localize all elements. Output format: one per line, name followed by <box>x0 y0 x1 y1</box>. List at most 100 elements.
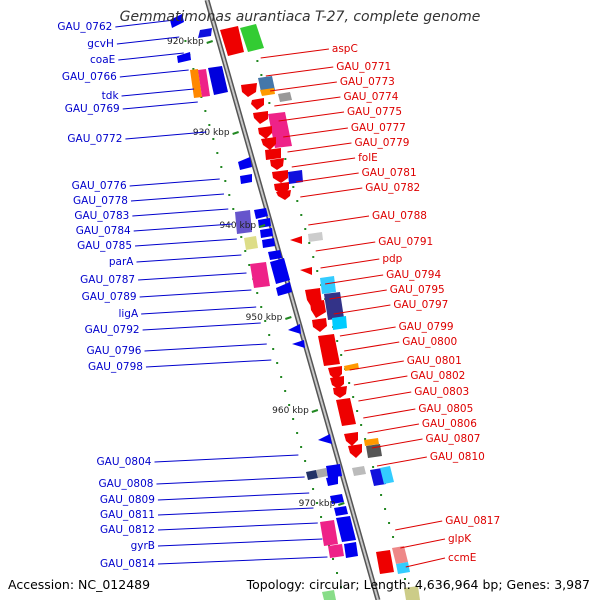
track-dot <box>184 40 187 42</box>
accession-text: Accession: NC_012489 <box>8 577 151 592</box>
track-dot <box>340 354 343 356</box>
gene-arrow-blue <box>177 52 191 63</box>
right-gene-labels: aspC GAU_0771 GAU_0773 GAU_0774 GAU_0775 GAU_… <box>260 43 500 568</box>
gene-label-leader <box>129 178 220 187</box>
track-dot <box>296 200 299 202</box>
gene-arrow-red <box>253 111 268 124</box>
gene-label-leader <box>308 215 370 226</box>
gene-box-red <box>336 398 356 426</box>
gene-label-right: GAU_0805 <box>418 403 473 415</box>
track-dot <box>312 488 315 490</box>
track-dot <box>372 466 375 468</box>
gene-arrow-blue <box>198 28 212 38</box>
gene-box-blue <box>326 464 342 478</box>
track-dot <box>268 334 271 336</box>
gene-label-right: GAU_0817 <box>445 515 500 527</box>
gene-label-leader <box>116 36 180 45</box>
gene-label-leader <box>333 304 391 315</box>
gene-label-leader <box>115 19 175 28</box>
track-dot <box>268 102 271 104</box>
gene-arrow-blue <box>292 340 305 348</box>
scale-tick-mark <box>232 131 239 135</box>
gene-label-leader <box>156 476 305 485</box>
gene-arrow-red <box>270 158 284 170</box>
track-dot <box>216 152 219 154</box>
track-dot <box>284 390 287 392</box>
gene-label-leader <box>145 359 272 368</box>
gene-label-right: GAU_0773 <box>340 76 395 88</box>
scale-tick-label: 960 kbp <box>272 406 309 416</box>
gene-box-gray <box>308 232 323 242</box>
track-dot <box>256 60 259 62</box>
track-dot <box>348 382 351 384</box>
gene-label-left: GAU_0812 <box>100 524 155 536</box>
gene-label-left: GAU_0811 <box>100 509 155 521</box>
gene-label-leader <box>144 343 267 352</box>
gene-label-left: gyrB <box>131 540 155 552</box>
gene-arrow-blue <box>240 174 252 184</box>
gene-label-left: ligA <box>118 308 138 320</box>
scale-ticks: 920 kbp 930 kbp 940 kbp 950 kbp 960 kbp 970 k… <box>167 37 345 509</box>
gene-box-darkgray <box>366 444 382 458</box>
gene-label-leader <box>157 492 310 501</box>
gene-label-right: GAU_0779 <box>354 137 409 149</box>
gene-box-red <box>265 148 281 160</box>
gene-label-left: GAU_0787 <box>80 274 135 286</box>
gene-label-leader <box>367 423 420 434</box>
gene-box-pink <box>320 520 338 546</box>
gene-arrow-blue <box>170 14 184 28</box>
gene-label-left: GAU_0804 <box>97 456 152 468</box>
gene-label-right: GAU_0810 <box>430 451 485 463</box>
track-dot <box>392 536 395 538</box>
scale-tick-mark <box>285 316 292 320</box>
gene-label-leader <box>157 507 314 516</box>
gene-label-right: GAU_0788 <box>372 210 427 222</box>
track-dot <box>300 446 303 448</box>
track-dot <box>300 214 303 216</box>
gene-box-red <box>318 334 340 366</box>
gene-label-left: GAU_0808 <box>98 478 153 490</box>
track-dot <box>240 236 243 238</box>
gene-label-right: GAU_0771 <box>336 61 391 73</box>
gene-label-left: GAU_0789 <box>82 291 137 303</box>
gene-label-right: GAU_0795 <box>390 284 445 296</box>
track-dot <box>280 376 283 378</box>
scale-tick-label: 930 kbp <box>193 128 230 138</box>
gene-box-blue <box>270 258 290 284</box>
gene-arrow-red <box>258 126 272 139</box>
gene-arrow-blue <box>254 208 268 219</box>
gene-label-leader <box>329 289 387 300</box>
gene-box-cyan <box>380 466 394 484</box>
gene-label-leader <box>320 258 380 269</box>
gene-label-leader <box>157 538 323 547</box>
gene-label-leader <box>291 157 356 168</box>
gene-label-left: coaE <box>90 54 115 66</box>
gene-box-multi <box>198 69 210 97</box>
gene-label-right: GAU_0803 <box>414 386 469 398</box>
track-dot <box>292 418 295 420</box>
gene-label-right: GAU_0777 <box>351 122 406 134</box>
gene-arrow-blue <box>268 250 282 260</box>
track-dot <box>336 340 339 342</box>
gene-label-leader <box>283 127 348 138</box>
gene-label-leader <box>157 522 318 531</box>
gene-arrow-red <box>328 366 342 380</box>
gene-label-leader <box>260 48 329 59</box>
gene-label-left: GAU_0814 <box>100 558 155 570</box>
track-dot <box>204 110 207 112</box>
gene-box-blue <box>344 542 358 558</box>
gene-arrow-red <box>251 98 264 110</box>
gene-label-leader <box>339 326 396 337</box>
scale-tick-mark <box>338 502 345 506</box>
gene-box-salmon <box>392 546 408 564</box>
gene-arrow-blue <box>330 494 344 504</box>
gene-arrow-red <box>348 444 362 458</box>
gene-label-leader <box>270 81 337 92</box>
track-dot <box>224 180 227 182</box>
gene-arrow-blue <box>260 228 273 238</box>
gene-label-right: GAU_0794 <box>386 269 441 281</box>
gene-arrow-blue <box>238 157 252 170</box>
gene-label-right: pdp <box>382 253 402 265</box>
gene-label-left: GAU_0769 <box>65 103 120 115</box>
